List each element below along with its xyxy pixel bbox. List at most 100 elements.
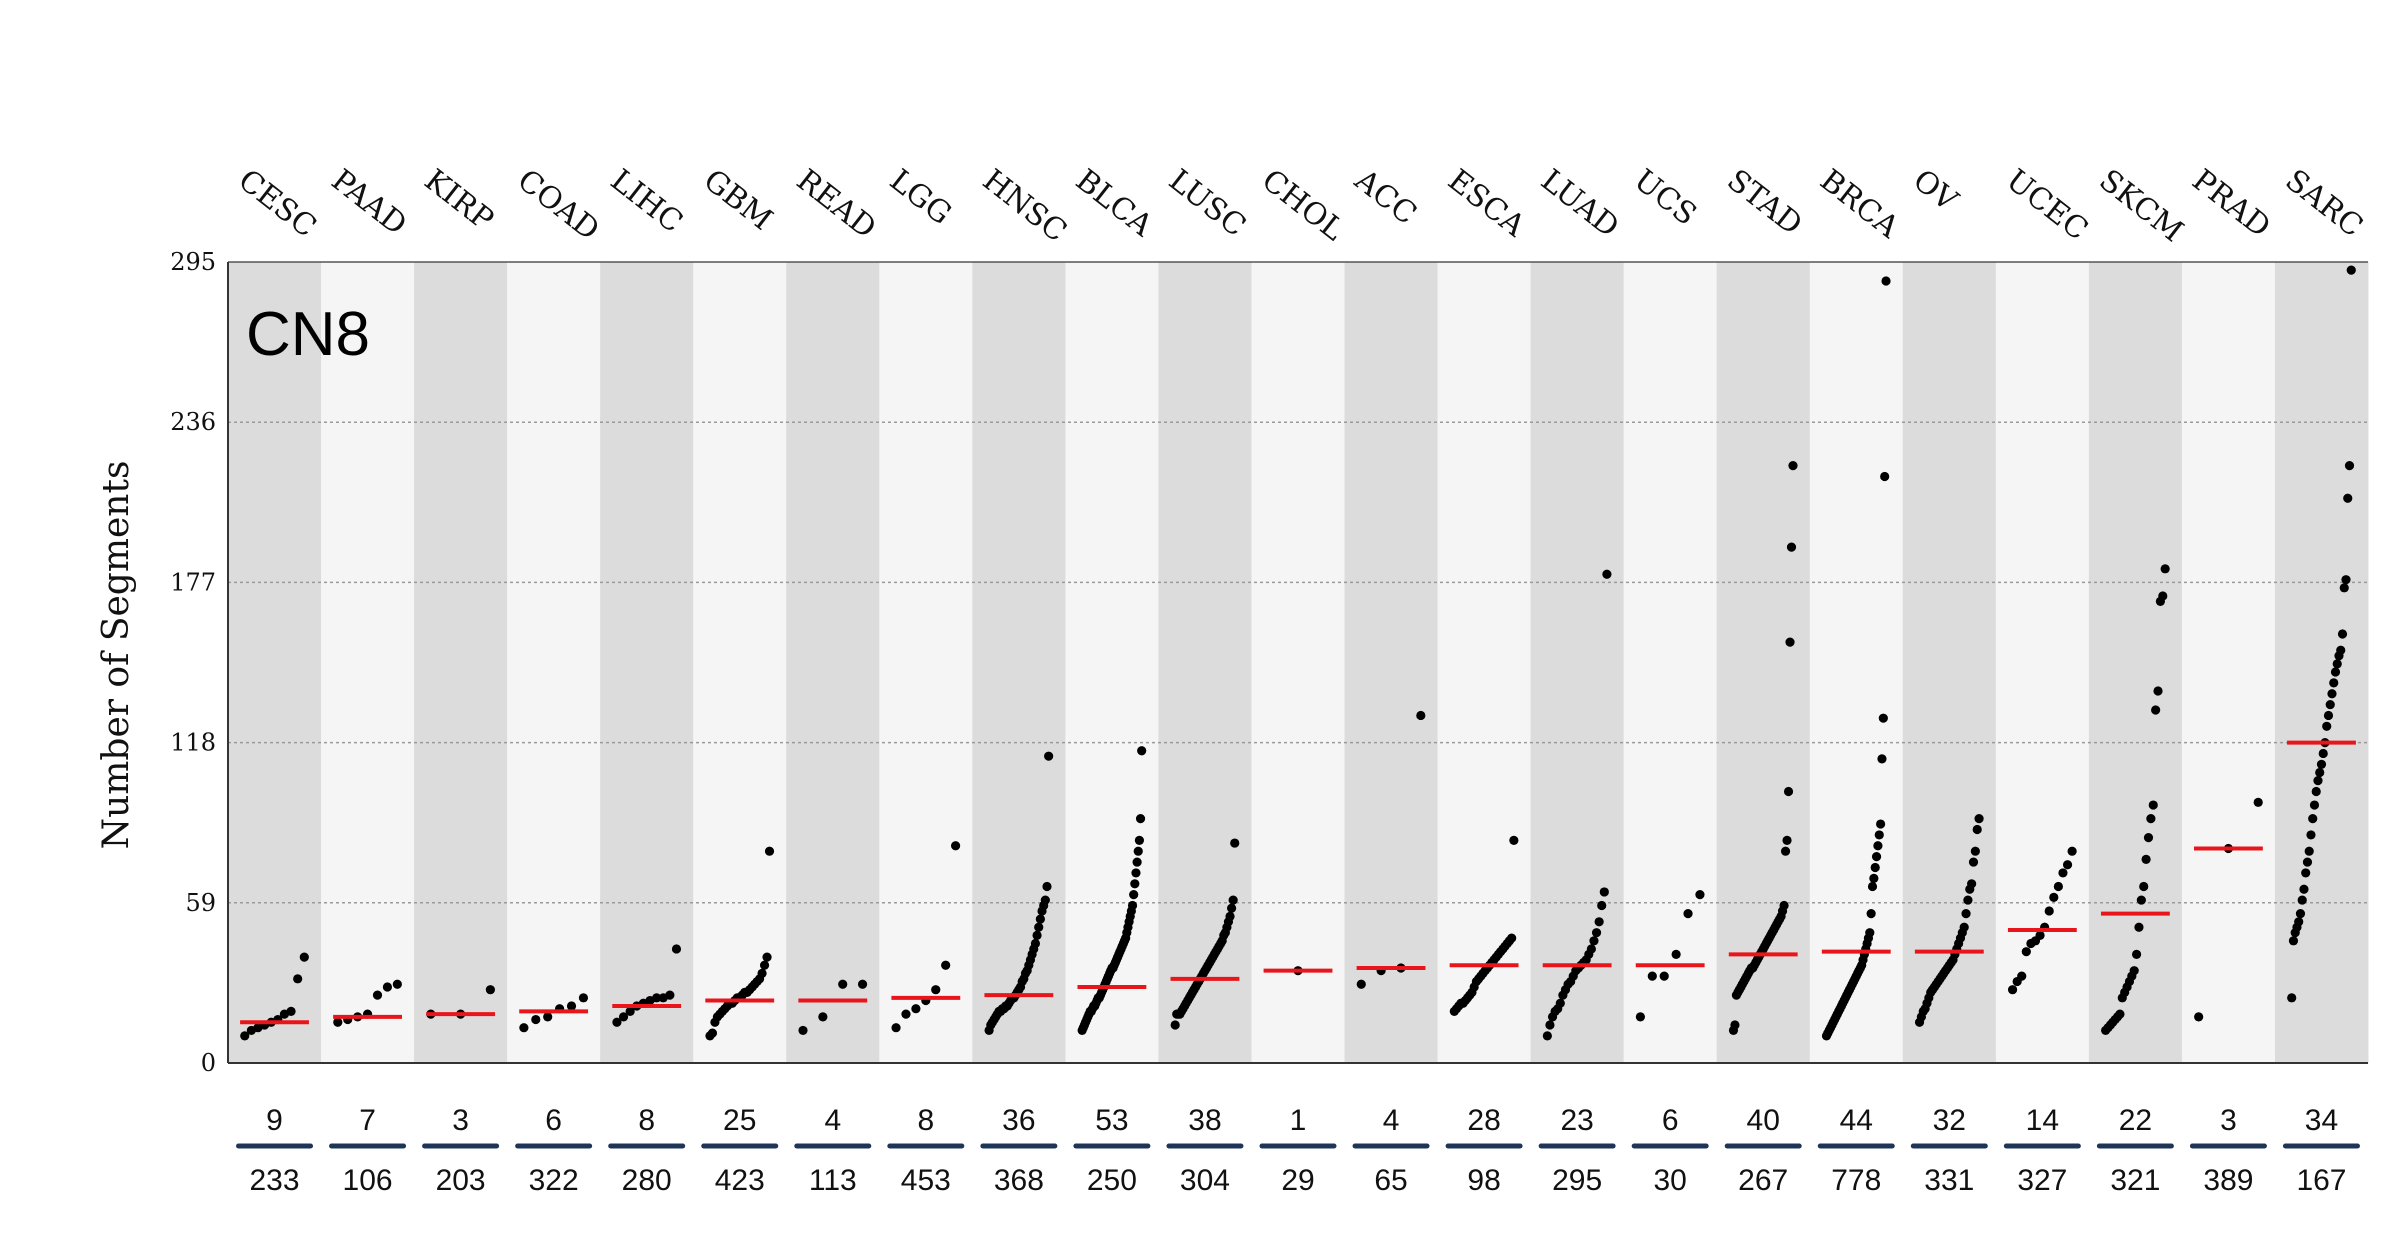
data-point <box>1780 846 1791 856</box>
data-point <box>798 1025 808 1036</box>
data-point <box>764 846 775 856</box>
data-point <box>2194 1012 2204 1022</box>
data-point <box>2044 906 2054 916</box>
count-numerator: 14 <box>2026 1104 2059 1137</box>
data-point <box>2053 881 2063 892</box>
data-point <box>1783 786 1794 797</box>
data-point <box>2302 857 2313 867</box>
data-point <box>2115 1009 2125 1019</box>
count-numerator: 1 <box>1290 1104 1307 1137</box>
data-point <box>519 1023 529 1033</box>
category-label-lgg: LGG <box>883 163 958 232</box>
data-point <box>2049 892 2059 902</box>
data-point <box>2344 461 2355 471</box>
data-point <box>857 979 868 989</box>
data-point <box>1876 819 1886 829</box>
data-point <box>1134 835 1144 845</box>
data-point <box>2158 591 2168 601</box>
data-point <box>1877 754 1887 764</box>
data-point <box>2253 797 2263 807</box>
data-point <box>2131 949 2142 959</box>
y-tick-label: 236 <box>170 408 216 436</box>
data-point <box>2058 868 2068 878</box>
data-point <box>2153 686 2163 696</box>
data-point <box>1635 1012 1645 1022</box>
count-denominator: 331 <box>1924 1164 1974 1197</box>
data-points <box>240 265 2356 1041</box>
count-denominator: 250 <box>1087 1164 1137 1197</box>
band-ucec <box>1995 262 2090 1063</box>
data-point <box>1132 857 1142 867</box>
gridlines <box>228 421 2368 904</box>
data-point <box>1972 824 1982 835</box>
data-point <box>1545 1020 1555 1030</box>
data-point <box>1127 900 1138 911</box>
y-tick-label: 59 <box>185 889 216 917</box>
data-point <box>2007 985 2018 995</box>
count-denominator: 167 <box>2296 1164 2346 1197</box>
count-numerator: 7 <box>359 1104 376 1137</box>
data-point <box>2316 759 2327 769</box>
y-axis-label: Number of Segments <box>96 461 137 850</box>
category-label-kirp: KIRP <box>418 163 500 238</box>
category-label-gbm: GBM <box>697 163 779 238</box>
data-point <box>2035 930 2045 940</box>
data-point <box>2146 814 2156 824</box>
data-point <box>2318 748 2328 759</box>
count-numerator: 6 <box>545 1104 562 1137</box>
count-numerator: 40 <box>1747 1104 1780 1137</box>
count-denominator: 304 <box>1180 1164 1230 1197</box>
category-label-brca: BRCA <box>1813 163 1905 246</box>
count-denominator: 233 <box>249 1164 299 1197</box>
data-point <box>2336 645 2346 655</box>
data-point <box>941 960 951 970</box>
data-point <box>911 1004 921 1014</box>
data-point <box>2329 678 2339 688</box>
data-point <box>757 968 767 978</box>
data-point <box>2294 917 2304 927</box>
data-point <box>1130 879 1140 889</box>
data-point <box>1507 933 1517 943</box>
category-label-cesc: CESC <box>232 163 323 245</box>
data-point <box>2129 966 2139 976</box>
data-point <box>1970 846 1980 856</box>
data-point <box>618 1012 629 1022</box>
data-point <box>1865 928 1875 938</box>
category-label-sarc: SARC <box>2279 163 2370 245</box>
data-point <box>2315 767 2325 778</box>
data-point <box>2325 699 2335 710</box>
data-point <box>1225 911 1235 921</box>
band-chol <box>1251 262 1346 1063</box>
data-point <box>2136 895 2146 905</box>
category-label-coad: COAD <box>511 163 606 248</box>
data-point <box>2313 776 2323 786</box>
median-lines <box>240 740 2356 1025</box>
data-point <box>838 979 848 989</box>
data-point <box>1040 895 1050 905</box>
data-point <box>1647 971 1657 981</box>
count-numerator: 32 <box>1933 1104 1966 1137</box>
data-point <box>2343 493 2353 503</box>
data-point <box>652 993 662 1003</box>
data-point <box>665 990 675 1000</box>
data-point <box>1416 710 1426 721</box>
data-point <box>2288 936 2299 946</box>
count-numerator: 6 <box>1662 1104 1679 1137</box>
data-point <box>2297 895 2307 905</box>
band-gbm <box>693 262 787 1063</box>
data-point <box>1874 830 1884 840</box>
data-point <box>1968 857 1979 867</box>
band-lgg <box>879 262 973 1063</box>
band-paad <box>321 262 415 1063</box>
data-point <box>2308 814 2318 824</box>
data-point <box>1871 852 1882 862</box>
data-point <box>2306 830 2316 840</box>
data-point <box>1555 998 1565 1008</box>
count-denominator: 389 <box>2203 1164 2253 1197</box>
band-hnsc <box>972 262 1066 1063</box>
band-coad <box>507 262 601 1063</box>
data-point <box>2311 786 2321 797</box>
data-point <box>1869 873 1879 883</box>
category-label-lusc: LUSC <box>1162 163 1252 244</box>
